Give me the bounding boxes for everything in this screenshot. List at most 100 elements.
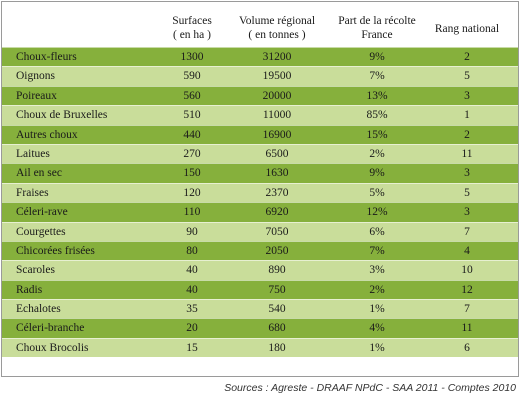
cell-product: Laitues bbox=[16, 147, 50, 160]
cell-product: Céleri-rave bbox=[16, 206, 68, 219]
cell-part: 15% bbox=[366, 128, 388, 141]
cell-surface: 20 bbox=[186, 322, 198, 335]
cell-rang: 7 bbox=[464, 225, 470, 238]
cell-product: Choux-fleurs bbox=[16, 51, 77, 63]
cell-volume: 540 bbox=[268, 303, 286, 316]
cell-volume: 7050 bbox=[265, 225, 289, 238]
cell-volume: 2050 bbox=[265, 244, 289, 257]
cell-part: 12% bbox=[366, 206, 388, 219]
table-row: Radis 40 750 2% 12 bbox=[2, 279, 518, 300]
cell-surface: 40 bbox=[186, 264, 198, 277]
table-row: Choux de Bruxelles 510 11000 85% 1 bbox=[2, 105, 518, 125]
cell-volume: 1630 bbox=[265, 167, 289, 180]
cell-volume: 680 bbox=[268, 322, 286, 335]
table-row: Laitues 270 6500 2% 11 bbox=[2, 143, 518, 164]
cell-surface: 35 bbox=[186, 303, 198, 316]
header-surfaces: Surfaces ( en ha ) bbox=[152, 14, 232, 42]
cell-volume: 19500 bbox=[262, 70, 292, 83]
cell-product: Choux de Bruxelles bbox=[16, 109, 108, 122]
cell-product: Radis bbox=[16, 283, 43, 296]
cell-rang: 4 bbox=[464, 244, 470, 257]
cell-part: 1% bbox=[369, 303, 385, 316]
table-header: Surfaces ( en ha ) Volume régional ( en … bbox=[2, 2, 518, 47]
cell-product: Poireaux bbox=[16, 89, 57, 102]
header-part-recolte: Part de la récolte France bbox=[322, 14, 432, 42]
cell-rang: 10 bbox=[461, 264, 473, 277]
cell-product: Ail en sec bbox=[16, 167, 62, 180]
cell-rang: 7 bbox=[464, 303, 470, 316]
header-surfaces-line1: Surfaces bbox=[172, 15, 212, 27]
cell-rang: 3 bbox=[464, 89, 470, 102]
table-row: Fraises 120 2370 5% 5 bbox=[2, 182, 518, 203]
cell-rang: 5 bbox=[464, 186, 470, 199]
cell-rang: 1 bbox=[464, 109, 470, 122]
table-row: Choux-fleurs 1300 31200 9% 2 bbox=[2, 47, 518, 67]
cell-product: Fraises bbox=[16, 186, 49, 199]
cell-rang: 3 bbox=[464, 167, 470, 180]
header-volume-line1: Volume régional bbox=[238, 15, 316, 27]
cell-product: Chicorées frisées bbox=[16, 244, 95, 257]
cell-rang: 2 bbox=[464, 128, 470, 141]
table-row: Courgettes 90 7050 6% 7 bbox=[2, 221, 518, 241]
cell-surface: 90 bbox=[186, 225, 198, 238]
cell-volume: 180 bbox=[268, 341, 286, 354]
table-row: Poireaux 560 20000 13% 3 bbox=[2, 85, 518, 106]
cell-surface: 1300 bbox=[180, 51, 204, 63]
header-rang-line: Rang national bbox=[434, 23, 500, 35]
vegetable-production-table: Surfaces ( en ha ) Volume régional ( en … bbox=[1, 1, 519, 377]
cell-product: Autres choux bbox=[16, 128, 78, 141]
cell-volume: 2370 bbox=[265, 186, 289, 199]
cell-volume: 31200 bbox=[262, 51, 292, 63]
header-part-line1: Part de la récolte bbox=[338, 15, 416, 27]
cell-surface: 15 bbox=[186, 341, 198, 354]
table-row: Oignons 590 19500 7% 5 bbox=[2, 66, 518, 86]
cell-surface: 440 bbox=[183, 128, 201, 141]
cell-volume: 6920 bbox=[265, 206, 289, 219]
cell-part: 9% bbox=[369, 167, 385, 180]
cell-surface: 150 bbox=[183, 167, 201, 180]
cell-rang: 3 bbox=[464, 206, 470, 219]
cell-volume: 20000 bbox=[262, 89, 292, 102]
cell-part: 3% bbox=[369, 264, 385, 277]
cell-part: 7% bbox=[369, 70, 385, 83]
cell-part: 7% bbox=[369, 244, 385, 257]
cell-part: 6% bbox=[369, 225, 385, 238]
header-volume: Volume régional ( en tonnes ) bbox=[232, 14, 322, 42]
cell-part: 4% bbox=[369, 322, 385, 335]
cell-part: 1% bbox=[369, 341, 385, 354]
cell-volume: 890 bbox=[268, 264, 286, 277]
cell-surface: 80 bbox=[186, 244, 198, 257]
cell-rang: 6 bbox=[464, 341, 470, 354]
cell-part: 85% bbox=[366, 109, 388, 122]
cell-product: Choux Brocolis bbox=[16, 341, 89, 354]
cell-volume: 11000 bbox=[262, 109, 292, 122]
header-part-line2: France bbox=[361, 29, 393, 41]
table-row: Choux Brocolis 15 180 1% 6 bbox=[2, 337, 518, 358]
cell-product: Céleri-branche bbox=[16, 322, 85, 335]
cell-rang: 2 bbox=[464, 51, 470, 63]
cell-surface: 120 bbox=[183, 186, 201, 199]
cell-surface: 560 bbox=[183, 89, 201, 102]
cell-surface: 510 bbox=[183, 109, 201, 122]
cell-rang: 5 bbox=[464, 70, 470, 83]
cell-rang: 11 bbox=[461, 147, 473, 160]
cell-volume: 16900 bbox=[262, 128, 292, 141]
cell-surface: 590 bbox=[183, 70, 201, 83]
cell-part: 2% bbox=[369, 283, 385, 296]
cell-product: Scaroles bbox=[16, 264, 55, 277]
cell-rang: 12 bbox=[461, 283, 473, 296]
cell-surface: 270 bbox=[183, 147, 201, 160]
table-row: Céleri-rave 110 6920 12% 3 bbox=[2, 202, 518, 222]
cell-product: Echalotes bbox=[16, 303, 61, 316]
header-rang-national: Rang national bbox=[422, 22, 512, 36]
cell-rang: 11 bbox=[461, 322, 473, 335]
cell-part: 13% bbox=[366, 89, 388, 102]
source-caption: Sources : Agreste - DRAAF NPdC - SAA 201… bbox=[224, 382, 516, 394]
cell-surface: 110 bbox=[183, 206, 201, 219]
header-volume-line2: ( en tonnes ) bbox=[248, 29, 306, 41]
header-surfaces-line2: ( en ha ) bbox=[173, 29, 211, 41]
table-row: Céleri-branche 20 680 4% 11 bbox=[2, 318, 518, 338]
cell-volume: 6500 bbox=[265, 147, 289, 160]
cell-volume: 750 bbox=[268, 283, 286, 296]
cell-surface: 40 bbox=[186, 283, 198, 296]
